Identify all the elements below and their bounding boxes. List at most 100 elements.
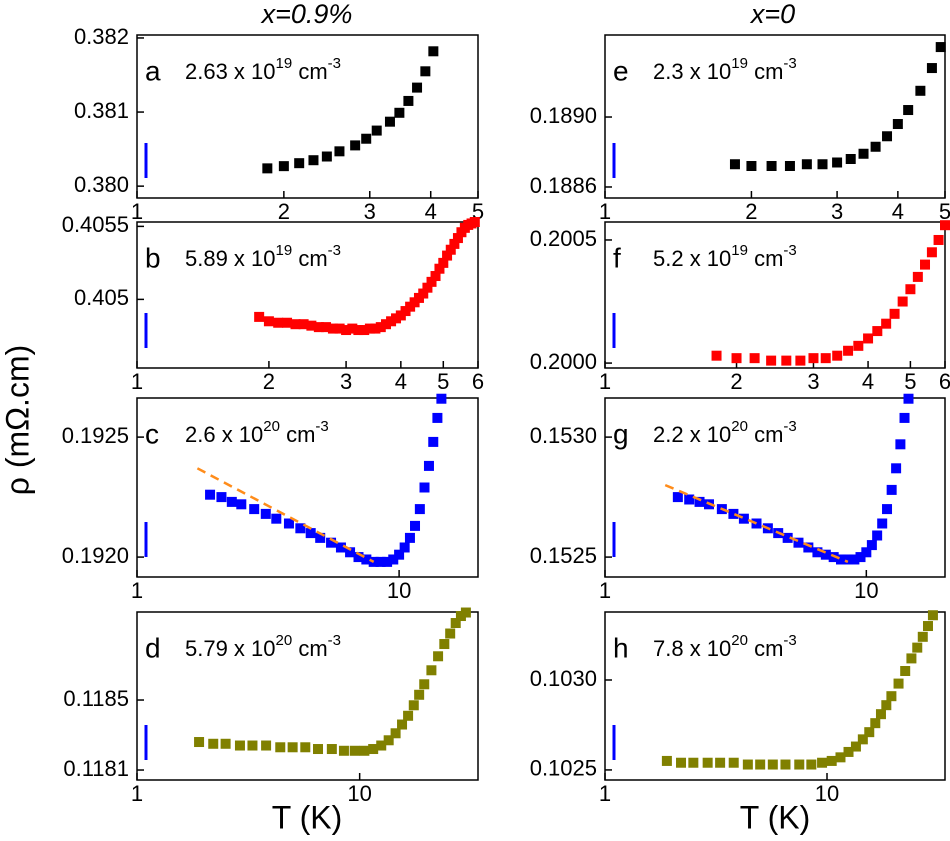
point [313, 744, 324, 755]
point [283, 518, 294, 529]
point [817, 159, 828, 170]
x-tick-label: 1 [131, 199, 143, 224]
point [287, 742, 298, 753]
point [404, 532, 415, 543]
x-tick-label: 2 [730, 369, 742, 394]
point [433, 651, 444, 662]
point [438, 257, 449, 268]
point [295, 523, 306, 534]
point [940, 220, 950, 231]
point [220, 738, 231, 749]
point [271, 513, 282, 524]
point [300, 742, 311, 753]
data-points [194, 607, 471, 756]
annotation-part: 20 [276, 632, 293, 649]
x-tick-label: 6 [472, 369, 484, 394]
y-tick-label: 0.1890 [530, 103, 597, 128]
x-tick-label: 1 [599, 578, 611, 603]
annotation-part: 5.79 x 10 [185, 636, 276, 661]
point [767, 759, 778, 770]
point [877, 518, 888, 529]
point [801, 159, 812, 170]
panel-letter: b [145, 242, 161, 273]
y-tick-label: 0.1525 [530, 543, 597, 568]
point [927, 610, 938, 621]
point [729, 159, 740, 170]
point [260, 508, 271, 519]
point [850, 741, 861, 752]
panel-letter: a [145, 55, 161, 86]
point [434, 263, 445, 274]
point [327, 323, 338, 334]
x-tick-label: 4 [862, 369, 874, 394]
point [469, 217, 480, 227]
annotation-part: -3 [783, 242, 796, 259]
panel-letter: g [613, 418, 629, 449]
point [412, 82, 423, 93]
panel-letter: e [613, 55, 629, 86]
point [380, 319, 391, 330]
point [326, 744, 337, 755]
point [935, 42, 946, 53]
x-tick-label: 1 [599, 369, 611, 394]
point [900, 665, 911, 676]
point [882, 504, 893, 515]
point [418, 288, 429, 299]
point [782, 532, 793, 543]
point [694, 496, 705, 507]
x-tick-label: 10 [815, 781, 839, 806]
y-tick-label: 0.1030 [530, 666, 597, 691]
point [889, 308, 900, 319]
point [388, 554, 399, 565]
point [676, 757, 687, 768]
point [886, 691, 897, 702]
point [282, 317, 293, 328]
point [891, 463, 902, 474]
y-tick-label: 0.1920 [62, 543, 129, 568]
point [321, 151, 332, 162]
panel-letter: c [145, 418, 159, 449]
annotation-part: 5.89 x 10 [185, 246, 276, 271]
x-tick-label: 4 [425, 199, 437, 224]
point [408, 700, 419, 711]
annotation-part: 19 [276, 242, 293, 259]
point [368, 744, 379, 755]
point [450, 618, 461, 629]
annotation-part: cm [748, 636, 783, 661]
annotation-part: 19 [731, 55, 748, 72]
point [436, 393, 447, 404]
point [430, 271, 441, 282]
point [420, 66, 431, 77]
point [347, 323, 358, 334]
point [688, 757, 699, 768]
point [383, 735, 394, 746]
point [881, 700, 892, 711]
point [432, 412, 443, 423]
point [835, 752, 846, 763]
point [881, 318, 892, 329]
plot-frame [136, 397, 479, 578]
point [892, 119, 903, 130]
point [893, 678, 904, 689]
x-axis-label: T (K) [740, 799, 811, 835]
point [359, 325, 370, 336]
point [414, 689, 425, 700]
point [872, 326, 883, 337]
point [449, 238, 460, 249]
point [882, 131, 893, 142]
point [439, 639, 450, 650]
point [858, 148, 869, 159]
annotation-part: cm [292, 59, 327, 84]
x-tick-label: 1 [599, 781, 611, 806]
annotation-part: 20 [731, 632, 748, 649]
point [208, 738, 219, 749]
point [903, 105, 914, 116]
y-tick-label: 0.2000 [530, 349, 597, 374]
y-tick-label: 0.1025 [530, 756, 597, 781]
point [423, 460, 434, 471]
point [672, 492, 683, 503]
plot-frame [136, 34, 479, 199]
point [933, 234, 944, 245]
annotation-part: 2.63 x 10 [185, 59, 276, 84]
x-tick-label: 5 [939, 199, 950, 224]
